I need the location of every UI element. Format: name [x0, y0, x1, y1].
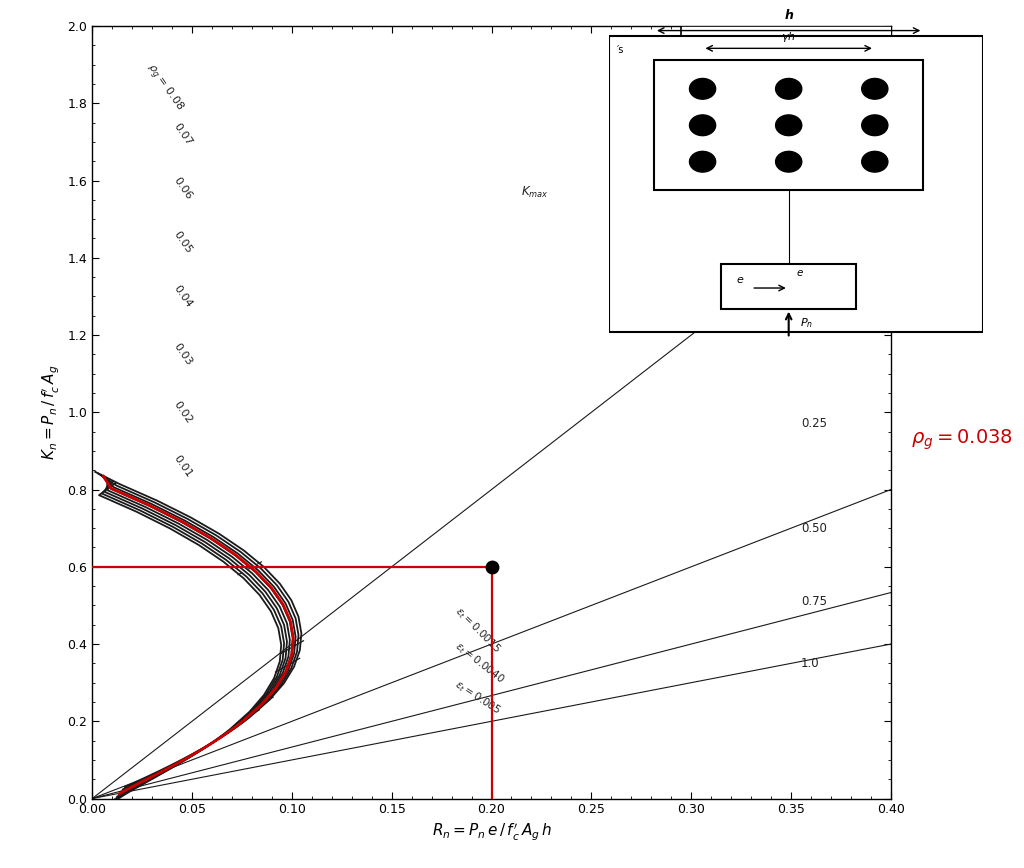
Text: $f_s/f_y = 0$: $f_s/f_y = 0$ [781, 282, 817, 327]
Y-axis label: $K_n = P_n\,/\,f^\prime_c\, A_g$: $K_n = P_n\,/\,f^\prime_c\, A_g$ [41, 365, 61, 460]
Text: $f_y$ = 60 ksi: $f_y$ = 60 ksi [701, 115, 769, 133]
Circle shape [862, 115, 888, 135]
Text: $\rho_g = 0.038$: $\rho_g = 0.038$ [911, 427, 1013, 451]
X-axis label: $R_n = P_n\, e\,/\,f^\prime_c\, A_g\, h$: $R_n = P_n\, e\,/\,f^\prime_c\, A_g\, h$ [431, 822, 552, 843]
Text: $\rho_g$ = 0.08: $\rho_g$ = 0.08 [142, 61, 187, 115]
Text: 0.04: 0.04 [172, 284, 195, 309]
Text: e: e [737, 275, 743, 285]
Text: e: e [797, 268, 803, 279]
Circle shape [689, 115, 716, 135]
Text: 0.01: 0.01 [172, 453, 195, 479]
Bar [681, 26, 1024, 231]
Circle shape [862, 78, 888, 99]
Text: 0.07: 0.07 [172, 122, 195, 148]
Text: 0.02: 0.02 [172, 399, 195, 425]
Text: $\varepsilon_t = 0.005$: $\varepsilon_t = 0.005$ [452, 677, 503, 717]
Text: 1.0: 1.0 [801, 657, 819, 670]
Bar [721, 265, 856, 309]
Text: $\gamma h$: $\gamma h$ [781, 30, 796, 44]
Text: 0.25: 0.25 [801, 418, 827, 431]
Circle shape [689, 151, 716, 172]
Text: INTERACTION DIAGRAM R4-60.7: INTERACTION DIAGRAM R4-60.7 [701, 37, 913, 50]
Circle shape [775, 115, 802, 135]
Text: $f^\prime_c$ = 4 ksi: $f^\prime_c$ = 4 ksi [701, 72, 760, 90]
Text: $\varepsilon_t = 0.0040$: $\varepsilon_t = 0.0040$ [452, 639, 507, 687]
Text: $P_n$: $P_n$ [800, 317, 813, 331]
Text: h: h [784, 9, 794, 22]
Text: $\varepsilon_t = 0.0015$: $\varepsilon_t = 0.0015$ [452, 604, 503, 655]
Circle shape [862, 151, 888, 172]
Text: 0.03: 0.03 [172, 341, 195, 367]
Circle shape [775, 151, 802, 172]
Text: 0.50: 0.50 [801, 522, 827, 535]
Bar [654, 60, 924, 190]
Text: ′s: ′s [616, 45, 625, 56]
Circle shape [775, 78, 802, 99]
Text: 0.05: 0.05 [172, 229, 195, 255]
Text: 0.75: 0.75 [801, 595, 827, 608]
Text: $K_{max}$: $K_{max}$ [521, 185, 549, 200]
Text: 0.06: 0.06 [172, 175, 195, 201]
Circle shape [689, 78, 716, 99]
Text: $\gamma$ = 0.7: $\gamma$ = 0.7 [701, 157, 749, 174]
